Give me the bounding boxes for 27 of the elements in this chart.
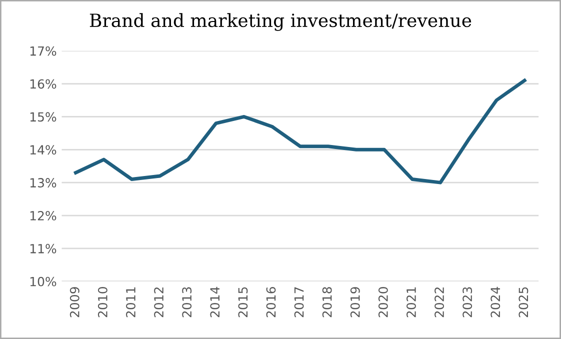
y-tick-label: 15% <box>30 112 56 122</box>
y-tick-label: 17% <box>30 46 56 56</box>
y-tick-label: 14% <box>30 145 56 155</box>
x-tick-label: 2010 <box>98 287 108 318</box>
chart-title: Brand and marketing investment/revenue <box>90 13 472 31</box>
x-tick-label: 2009 <box>70 287 80 318</box>
x-tick-label: 2011 <box>126 287 136 318</box>
x-tick-label: 2017 <box>294 287 304 318</box>
x-tick-label: 2020 <box>378 287 388 318</box>
x-tick-label: 2022 <box>434 287 444 318</box>
x-tick-label: 2023 <box>462 287 472 318</box>
y-tick-label: 13% <box>30 178 56 188</box>
y-tick-label: 16% <box>30 79 56 89</box>
x-tick-label: 2016 <box>266 287 276 318</box>
y-tick-label: 11% <box>30 244 56 254</box>
y-tick-label: 12% <box>30 210 56 220</box>
line-series <box>74 78 526 184</box>
x-tick-label: 2012 <box>154 287 164 318</box>
y-tick-label: 10% <box>30 276 56 286</box>
x-tick-label: 2019 <box>350 287 360 318</box>
x-tick-label: 2021 <box>406 287 416 318</box>
x-tick-label: 2024 <box>490 286 500 318</box>
x-tick-label: 2014 <box>210 286 220 318</box>
x-tick-label: 2025 <box>518 287 528 318</box>
x-tick-label: 2018 <box>322 287 332 318</box>
x-tick-label: 2013 <box>182 287 192 318</box>
x-tick-label: 2015 <box>238 287 248 318</box>
